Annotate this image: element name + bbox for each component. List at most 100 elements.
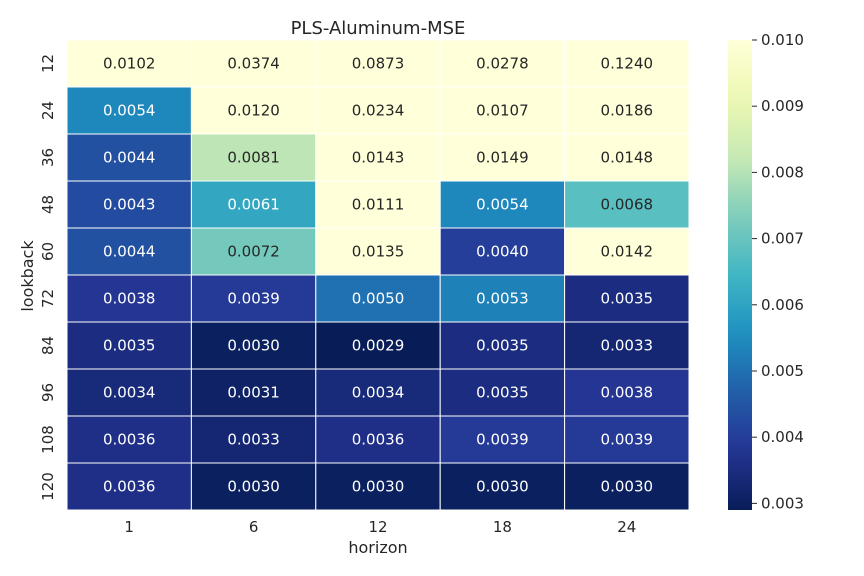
cell-value-label: 0.0033	[227, 431, 280, 449]
cell-value-label: 0.0039	[476, 431, 529, 449]
x-tick-label: 1	[124, 518, 134, 536]
x-axis-label: horizon	[348, 538, 407, 557]
cell-value-label: 0.0061	[227, 196, 280, 214]
heatmap-cell	[190, 39, 317, 88]
cell-value-label: 0.0142	[601, 243, 654, 261]
heatmap-cell	[564, 180, 690, 229]
cell-value-label: 0.0072	[227, 243, 280, 261]
cell-value-label: 0.0148	[601, 149, 654, 167]
cell-value-label: 0.0120	[227, 102, 280, 120]
x-tick-label: 24	[617, 518, 636, 536]
colorbar-ticks: 0.003 0.004 0.005 0.006 0.007 0.008 0.009 0.010	[752, 31, 804, 512]
cell-value-label: 0.0044	[103, 149, 156, 167]
heatmap-cell	[66, 462, 192, 511]
heatmap-cell	[66, 368, 192, 417]
cell-value-label: 0.0102	[103, 55, 156, 73]
heatmap-cell	[190, 415, 317, 464]
colorbar	[728, 40, 752, 510]
heatmap-cell	[564, 462, 690, 511]
heatmap-cell	[439, 368, 566, 417]
heatmap-cell	[315, 180, 441, 229]
y-tick-label: 24	[39, 101, 57, 120]
chart-title: PLS-Aluminum-MSE	[291, 18, 466, 39]
cell-value-label: 0.0068	[601, 196, 654, 214]
heatmap-cell	[439, 39, 566, 88]
cell-value-label: 0.0030	[227, 337, 280, 355]
cell-value-label: 0.0053	[476, 290, 529, 308]
cell-value-label: 0.0038	[601, 384, 654, 402]
colorbar-tick-label: 0.005	[761, 362, 804, 380]
heatmap-cell	[190, 133, 317, 182]
cell-value-label: 0.0035	[103, 337, 156, 355]
heatmap-cell	[439, 180, 566, 229]
y-tick-label: 12	[39, 54, 57, 73]
colorbar-tick-label: 0.009	[761, 97, 804, 115]
cell-value-label: 0.0054	[476, 196, 529, 214]
x-tick-label: 12	[368, 518, 387, 536]
cell-value-label: 0.0054	[103, 102, 156, 120]
cell-value-label: 0.0034	[352, 384, 405, 402]
cell-value-label: 0.0040	[476, 243, 529, 261]
cell-value-label: 0.0030	[352, 478, 405, 496]
cell-value-label: 0.1240	[601, 55, 654, 73]
heatmap-cell	[315, 227, 441, 276]
cell-value-label: 0.0043	[103, 196, 156, 214]
y-axis-ticks: 12 24 36 48 60 72 84 96 108 120	[39, 54, 57, 501]
cell-value-label: 0.0035	[476, 337, 529, 355]
cell-value-label: 0.0036	[103, 478, 156, 496]
cell-value-label: 0.0135	[352, 243, 405, 261]
heatmap-cell	[439, 462, 566, 511]
x-tick-label: 6	[249, 518, 259, 536]
cell-value-label: 0.0873	[352, 55, 405, 73]
heatmap-cell	[190, 368, 317, 417]
heatmap-cell	[190, 462, 317, 511]
cell-value-label: 0.0050	[352, 290, 405, 308]
heatmap-cell	[66, 227, 192, 276]
heatmap-cell	[190, 180, 317, 229]
heatmap-cell	[564, 86, 690, 135]
y-tick-label: 120	[39, 472, 57, 501]
colorbar-tick-label: 0.008	[761, 163, 804, 181]
cell-value-label: 0.0030	[476, 478, 529, 496]
cell-value-label: 0.0039	[601, 431, 654, 449]
cell-value-label: 0.0278	[476, 55, 529, 73]
cell-value-label: 0.0044	[103, 243, 156, 261]
heatmap-cell	[66, 86, 192, 135]
y-tick-label: 60	[39, 242, 57, 261]
cell-value-label: 0.0031	[227, 384, 280, 402]
heatmap-cell	[315, 39, 441, 88]
cell-value-label: 0.0036	[352, 431, 405, 449]
cell-value-label: 0.0149	[476, 149, 529, 167]
cell-value-label: 0.0030	[601, 478, 654, 496]
y-axis-label: lookback	[18, 240, 37, 312]
cell-value-label: 0.0035	[601, 290, 654, 308]
heatmap-cell	[315, 415, 441, 464]
cell-value-label: 0.0035	[476, 384, 529, 402]
y-tick-label: 48	[39, 195, 57, 214]
cell-value-label: 0.0039	[227, 290, 280, 308]
heatmap-cell	[190, 274, 317, 323]
cell-value-label: 0.0029	[352, 337, 405, 355]
colorbar-tick-label: 0.010	[761, 31, 804, 49]
y-tick-label: 84	[39, 336, 57, 355]
x-tick-label: 18	[493, 518, 512, 536]
y-tick-label: 72	[39, 289, 57, 308]
heatmap-cell	[190, 227, 317, 276]
heatmap-cell	[564, 368, 690, 417]
heatmap-cell	[66, 180, 192, 229]
heatmap-cell	[564, 415, 690, 464]
heatmap-cell	[66, 39, 192, 88]
heatmap-cell	[564, 227, 690, 276]
cell-value-label: 0.0038	[103, 290, 156, 308]
heatmap-cell	[315, 86, 441, 135]
heatmap-cell	[315, 274, 441, 323]
y-tick-label: 36	[39, 148, 57, 167]
cell-value-label: 0.0143	[352, 149, 405, 167]
cell-value-label: 0.0111	[352, 196, 405, 214]
heatmap-cell	[315, 462, 441, 511]
cell-value-label: 0.0036	[103, 431, 156, 449]
cell-value-label: 0.0030	[227, 478, 280, 496]
x-axis-ticks: 1 6 12 18 24	[124, 518, 636, 536]
y-tick-label: 108	[39, 425, 57, 454]
